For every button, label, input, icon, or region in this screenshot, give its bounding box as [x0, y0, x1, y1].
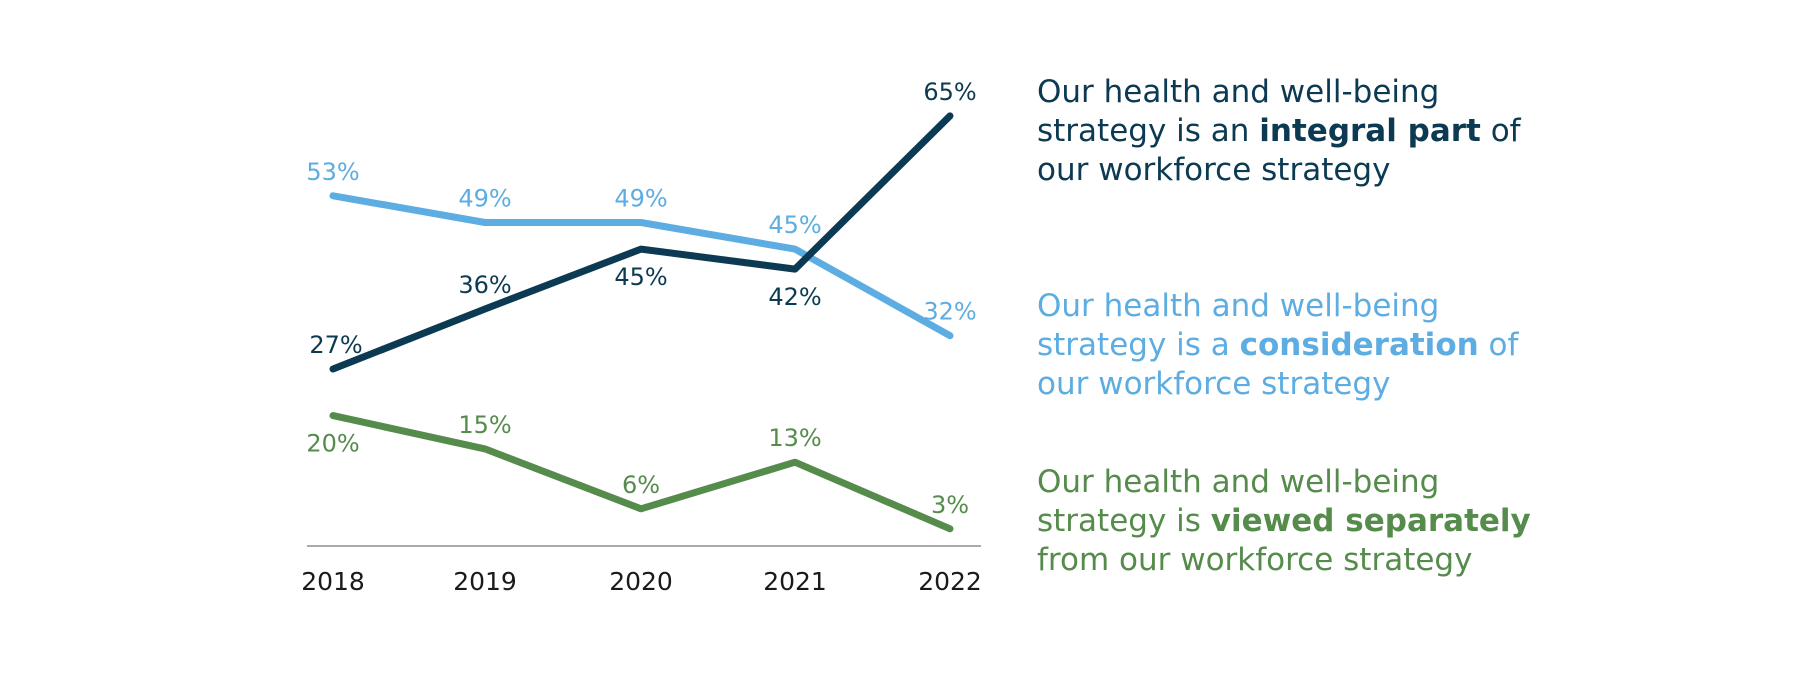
data-label-integral-part-2022: 65% — [923, 78, 976, 106]
data-label-integral-part-2018: 27% — [309, 331, 362, 359]
data-label-consideration-2021: 45% — [768, 211, 821, 239]
x-tick-label-2018: 2018 — [301, 567, 365, 596]
data-label-integral-part-2020: 45% — [614, 263, 667, 291]
data-label-viewed-separately-2018: 20% — [306, 430, 359, 458]
legend-text-bold: viewed separately — [1210, 503, 1531, 539]
x-tick-label-2021: 2021 — [763, 567, 827, 596]
legend-integral-part: Our health and well-being strategy is an… — [1037, 73, 1557, 190]
legend-text-after: of our workforce strategy — [1037, 327, 1519, 402]
x-tick-label-2020: 2020 — [609, 567, 673, 596]
legend-text-after: from our workforce strategy — [1037, 542, 1473, 578]
legend-text-before: Our health and well-being strategy is a — [1037, 288, 1440, 363]
data-label-viewed-separately-2019: 15% — [458, 411, 511, 439]
series-line-consideration — [329, 192, 954, 340]
data-label-integral-part-2021: 42% — [768, 283, 821, 311]
x-tick-label-2019: 2019 — [453, 567, 517, 596]
data-label-consideration-2018: 53% — [306, 158, 359, 186]
legend-viewed-separately: Our health and well-being strategy is vi… — [1037, 463, 1557, 580]
data-label-consideration-2020: 49% — [614, 184, 667, 212]
data-label-consideration-2022: 32% — [923, 298, 976, 326]
legend-consideration: Our health and well-being strategy is a … — [1037, 287, 1557, 404]
data-label-integral-part-2019: 36% — [458, 271, 511, 299]
legend-text-before: Our health and well-being strategy is an — [1037, 74, 1440, 149]
data-label-viewed-separately-2021: 13% — [768, 424, 821, 452]
legend-text-bold: integral part — [1259, 113, 1481, 149]
series-line-viewed-separately — [329, 412, 954, 533]
data-label-viewed-separately-2020: 6% — [622, 471, 660, 499]
legend-text-after: of our workforce strategy — [1037, 113, 1521, 188]
legend-text-before: Our health and well-being strategy is — [1037, 464, 1440, 539]
data-label-consideration-2019: 49% — [458, 184, 511, 212]
data-label-viewed-separately-2022: 3% — [931, 491, 969, 519]
x-tick-label-2022: 2022 — [918, 567, 982, 596]
series-line-integral-part — [329, 112, 954, 373]
legend-text-bold: consideration — [1239, 327, 1479, 363]
